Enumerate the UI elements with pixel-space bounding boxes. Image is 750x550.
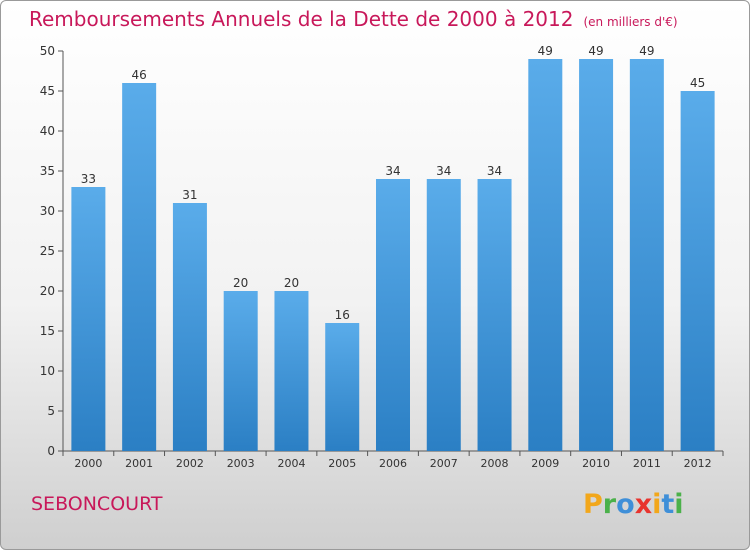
x-tick-label: 2000 [74, 457, 102, 470]
data-label: 34 [487, 164, 502, 178]
logo-letter: i [652, 489, 662, 520]
x-tick-label: 2002 [176, 457, 204, 470]
logo-letter: i [674, 489, 684, 520]
data-label: 49 [588, 44, 603, 58]
y-tick-label: 20 [40, 284, 55, 298]
logo-letter: P [583, 489, 603, 520]
y-tick-label: 35 [40, 164, 55, 178]
data-label: 33 [81, 172, 96, 186]
data-label: 34 [385, 164, 400, 178]
city-name: SEBONCOURT [31, 493, 163, 515]
bar [274, 291, 309, 451]
y-tick-label: 10 [40, 364, 55, 378]
bar [680, 91, 715, 451]
logo-letter: x [634, 489, 653, 520]
chart-labels: 2000 33 2001 46 2002 31 2003 20 2004 20 2005 16 2006… [74, 44, 711, 470]
data-label: 20 [284, 276, 299, 290]
y-tick-label: 40 [40, 124, 55, 138]
bar [172, 203, 207, 451]
y-tick-label: 30 [40, 204, 55, 218]
x-tick-label: 2004 [277, 457, 305, 470]
chart-title-text: Remboursements Annuels de la Dette de 20… [29, 7, 574, 31]
chart-title: Remboursements Annuels de la Dette de 20… [29, 7, 678, 31]
bar [223, 291, 258, 451]
data-label: 49 [538, 44, 553, 58]
logo-letter: t [661, 489, 675, 520]
x-tick-label: 2005 [328, 457, 356, 470]
chart-subtitle: (en milliers d'€) [583, 15, 678, 29]
data-label: 49 [639, 44, 654, 58]
bar [71, 187, 106, 451]
data-label: 46 [132, 68, 147, 82]
y-tick-label: 5 [47, 404, 55, 418]
y-tick-label: 45 [40, 84, 55, 98]
y-tick-label: 25 [40, 244, 55, 258]
x-tick-label: 2010 [582, 457, 610, 470]
bar [325, 323, 360, 451]
x-tick-label: 2006 [379, 457, 407, 470]
bar [426, 179, 461, 451]
y-tick-label: 15 [40, 324, 55, 338]
x-tick-label: 2001 [125, 457, 153, 470]
logo-letter: r [602, 489, 617, 520]
bar [477, 179, 512, 451]
bar [122, 83, 157, 451]
data-label: 16 [335, 308, 350, 322]
bar [528, 59, 563, 451]
bar [376, 179, 410, 451]
x-tick-label: 2007 [430, 457, 458, 470]
chart-axes: 0 5 10 15 20 25 30 35 40 45 50 [40, 44, 724, 458]
data-label: 31 [182, 188, 197, 202]
bar [629, 59, 664, 451]
data-label: 20 [233, 276, 248, 290]
y-tick-label: 50 [40, 44, 55, 58]
bar [579, 59, 614, 451]
y-tick-label: 0 [47, 444, 55, 458]
x-tick-label: 2008 [481, 457, 509, 470]
data-label: 45 [690, 76, 705, 90]
proxiti-logo: Proxiti [583, 489, 684, 520]
x-tick-label: 2012 [684, 457, 712, 470]
x-tick-label: 2011 [633, 457, 661, 470]
x-tick-label: 2003 [227, 457, 255, 470]
logo-letter: o [616, 489, 635, 520]
data-label: 34 [436, 164, 451, 178]
chart-bars [71, 59, 715, 451]
x-tick-label: 2009 [531, 457, 559, 470]
